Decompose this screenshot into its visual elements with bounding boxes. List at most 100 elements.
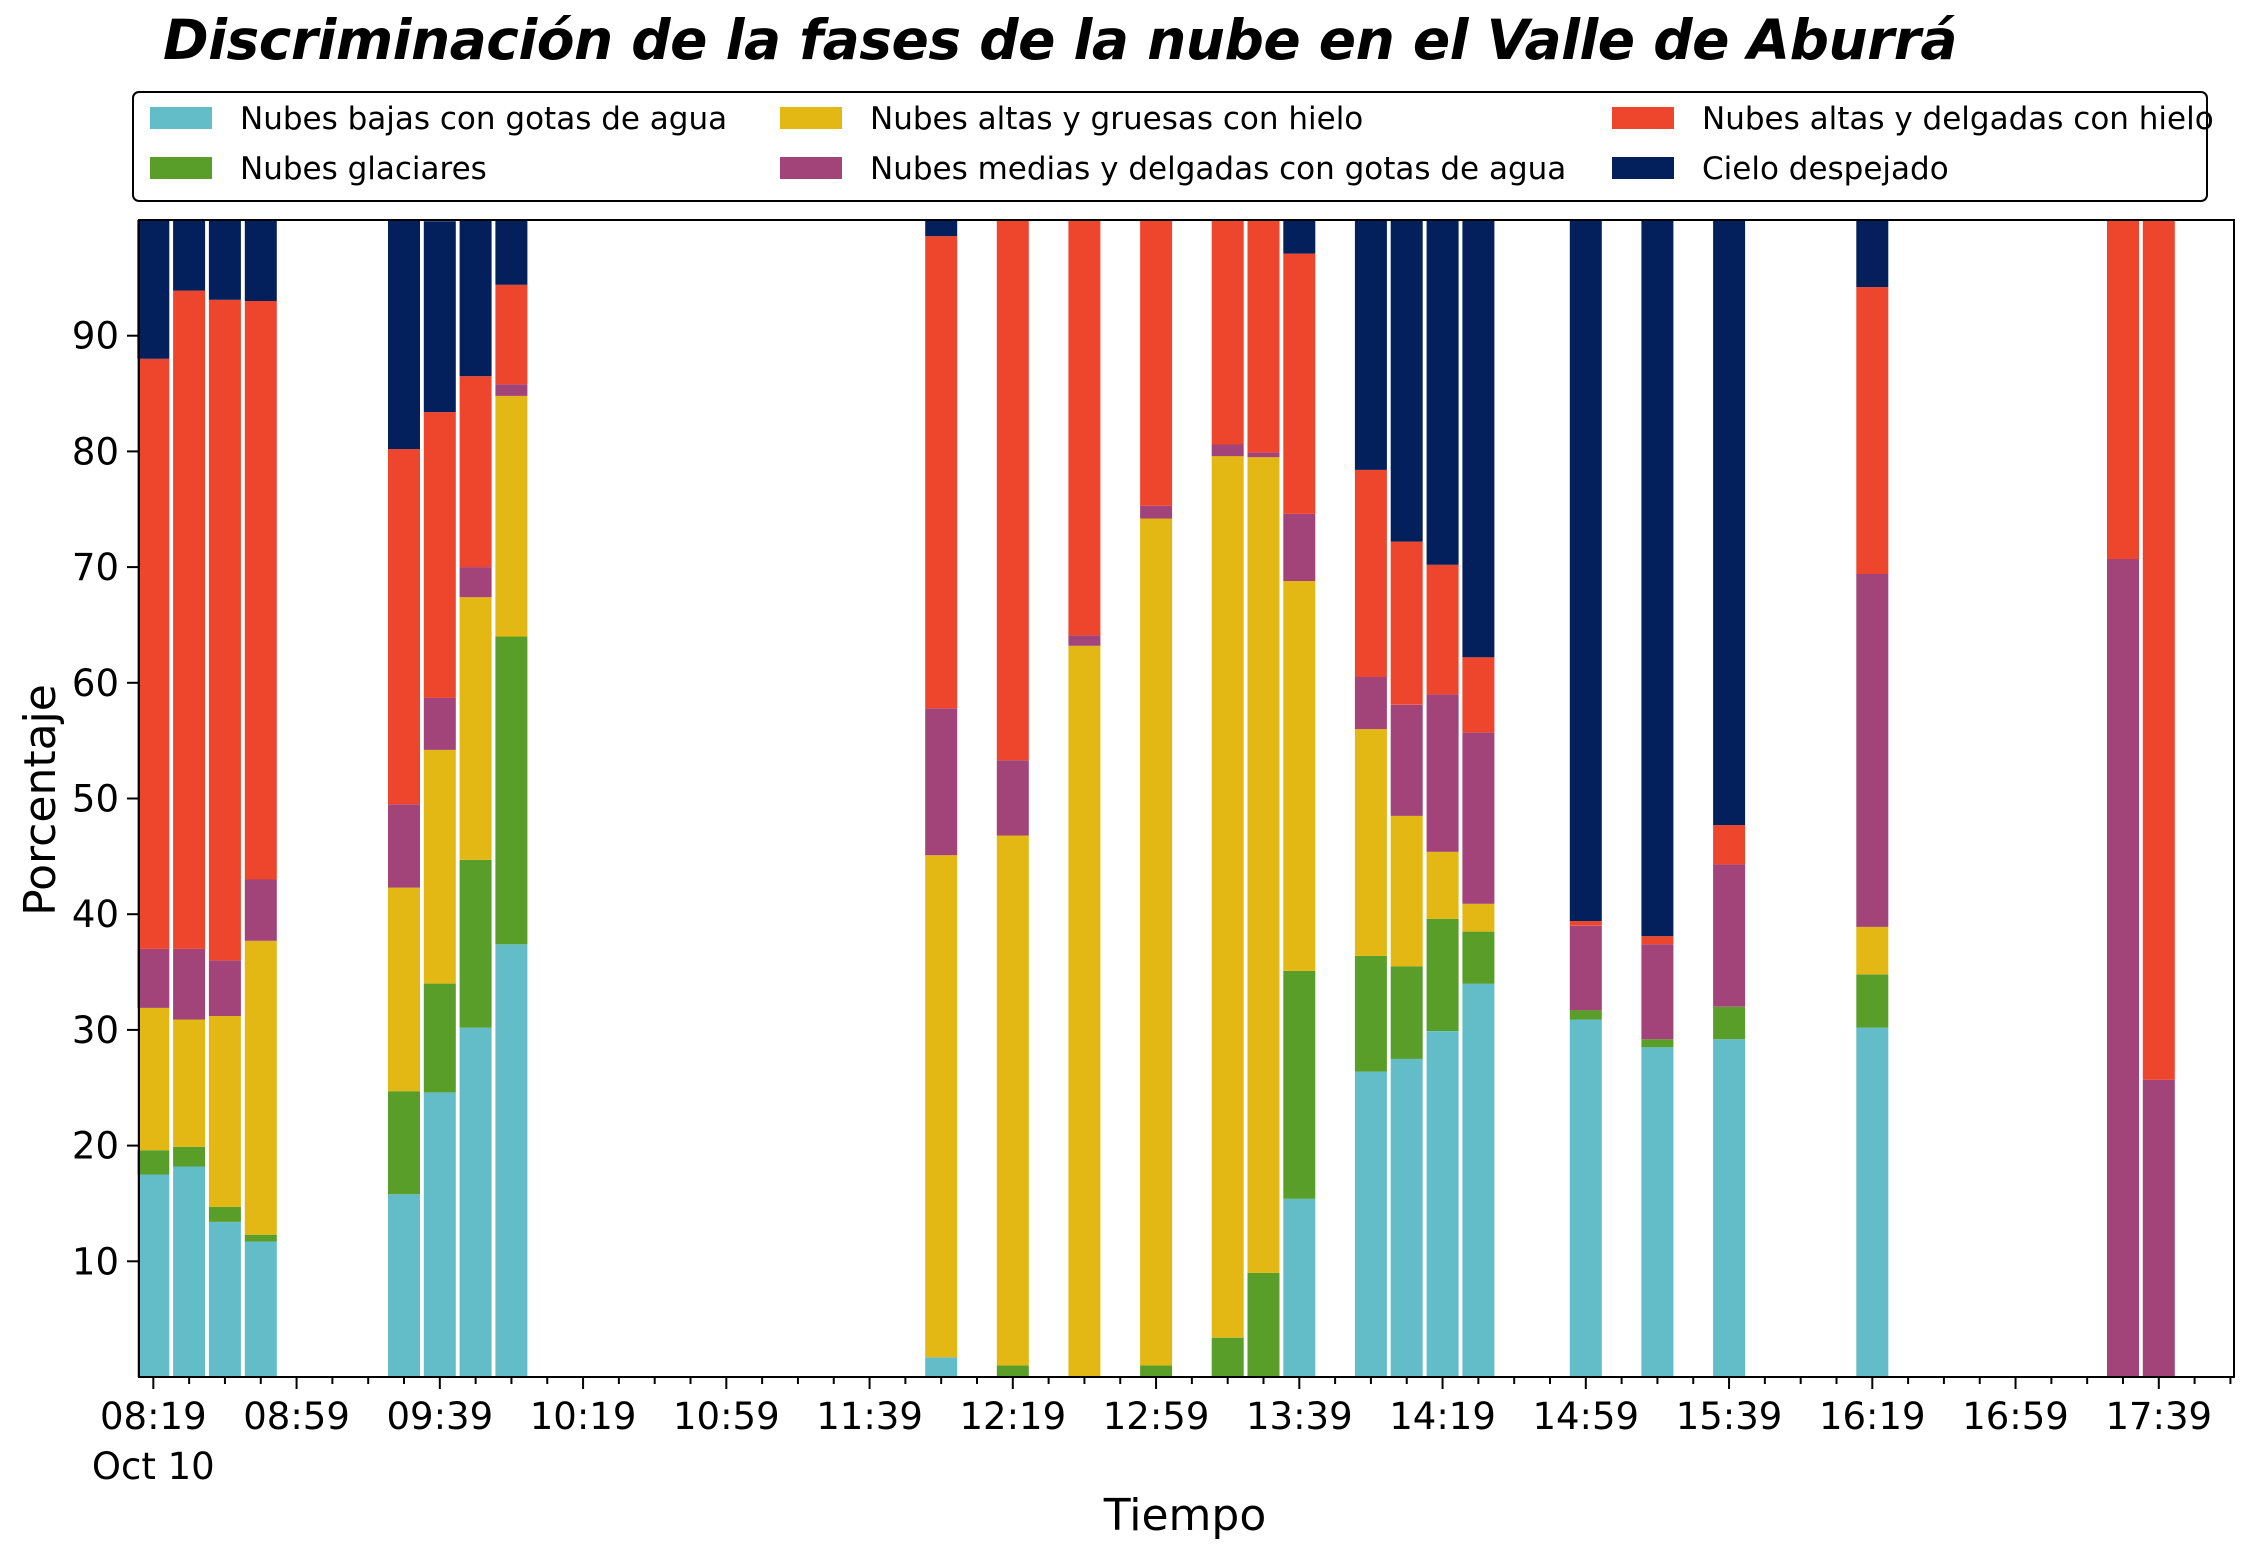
- bar-segment: [1462, 983, 1495, 1377]
- bar-segment: [1068, 635, 1101, 646]
- y-tick-label: 80: [72, 430, 119, 473]
- bar-segment: [208, 299, 241, 961]
- bar-segment: [1283, 253, 1316, 514]
- bar-segment: [137, 220, 170, 359]
- bar-segment: [495, 220, 528, 285]
- x-tick-label: 10:19: [530, 1395, 637, 1438]
- bar-segment: [1856, 926, 1889, 975]
- bar-segment: [1247, 220, 1280, 453]
- bar-segment: [1283, 581, 1316, 971]
- bar-segment: [1283, 970, 1316, 1199]
- bar-segment: [1641, 944, 1674, 1040]
- bar-segment: [1426, 564, 1459, 695]
- x-tick-label: 12:59: [1103, 1395, 1210, 1438]
- bar-segment: [495, 284, 528, 385]
- bar-segment: [173, 1146, 206, 1167]
- bar-segment: [1068, 645, 1101, 1377]
- bar-segment: [388, 220, 420, 450]
- y-tick-label: 10: [72, 1240, 119, 1283]
- bars: [137, 220, 2175, 1377]
- legend-label: Nubes altas y gruesas con hielo: [870, 101, 1363, 137]
- bar-segment: [423, 749, 456, 984]
- bar-segment: [459, 220, 492, 377]
- bar-segment: [1354, 220, 1387, 470]
- bar-segment: [459, 1027, 492, 1377]
- legend: Nubes bajas con gotas de agua Nubes glaci…: [132, 91, 2214, 202]
- bar-segment: [244, 879, 277, 941]
- y-tick-label: 60: [72, 662, 119, 705]
- bar-segment: [423, 412, 456, 698]
- bar-segment: [1390, 541, 1423, 705]
- bar-segment: [1140, 518, 1173, 1366]
- bar-segment: [423, 221, 456, 413]
- x-tick-label: 16:59: [1962, 1395, 2069, 1438]
- bar-segment: [388, 887, 420, 1092]
- bar-segment: [925, 1357, 958, 1377]
- bar-segment: [1140, 220, 1173, 506]
- bar-segment: [1462, 732, 1495, 904]
- x-tick-label: 16:19: [1819, 1395, 1926, 1438]
- bar-segment: [925, 708, 958, 856]
- y-tick-label: 20: [72, 1125, 119, 1168]
- bar-segment: [1390, 1058, 1423, 1377]
- bar-segment: [925, 855, 958, 1358]
- y-axis: 10 20 30 40 50 60 70 80 90: [72, 315, 139, 1283]
- y-axis-label: Porcentaje: [15, 684, 66, 916]
- x-tick-label: 10:59: [673, 1395, 780, 1438]
- bar-segment: [1856, 974, 1889, 1028]
- x-tick-label: 14:59: [1532, 1395, 1639, 1438]
- legend-frame: [132, 91, 2208, 202]
- legend-swatch: [780, 107, 842, 129]
- x-tick-label: 08:59: [243, 1395, 350, 1438]
- x-tick-label: 12:19: [959, 1395, 1066, 1438]
- bar-segment: [388, 449, 420, 805]
- bar-segment: [925, 236, 958, 709]
- bar-segment: [208, 960, 241, 1016]
- bar-segment: [2142, 1079, 2175, 1377]
- bar-segment: [388, 1091, 420, 1195]
- x-tick-label: 15:39: [1676, 1395, 1783, 1438]
- bar-segment: [1068, 220, 1101, 636]
- bar-segment: [1641, 220, 1674, 937]
- bar-segment: [1283, 220, 1316, 254]
- bar-segment: [2107, 559, 2139, 1377]
- bar-segment: [996, 220, 1029, 761]
- bar-segment: [1426, 1031, 1459, 1377]
- bar-segment: [137, 948, 170, 1008]
- bar-segment: [423, 1092, 456, 1377]
- bar-segment: [1283, 1198, 1316, 1377]
- bar-segment: [388, 1194, 420, 1377]
- bar-segment: [244, 1234, 277, 1242]
- bar-segment: [1354, 955, 1387, 1072]
- bar-segment: [1426, 851, 1459, 919]
- legend-swatch: [150, 157, 212, 179]
- bar-segment: [1713, 220, 1746, 826]
- bar-segment: [495, 944, 528, 1377]
- bar-segment: [1856, 220, 1889, 288]
- bar-segment: [996, 835, 1029, 1366]
- bar-segment: [173, 1019, 206, 1147]
- bar-segment: [1354, 1071, 1387, 1377]
- bar-segment: [137, 1150, 170, 1175]
- bar-segment: [1247, 452, 1280, 458]
- bar-segment: [925, 220, 958, 237]
- legend-label: Nubes medias y delgadas con gotas de agu…: [870, 151, 1566, 187]
- bar-segment: [459, 597, 492, 860]
- bar-segment: [1426, 918, 1459, 1031]
- x-axis: 08:19 Oct 10 08:59 09:39 10:19 10:59 11:39 12:1…: [92, 1377, 2232, 1488]
- bar-segment: [1390, 815, 1423, 967]
- bar-segment: [208, 1222, 241, 1377]
- bar-segment: [1856, 574, 1889, 927]
- bar-segment: [1462, 931, 1495, 984]
- bar-segment: [1426, 694, 1459, 852]
- y-tick-label: 50: [72, 778, 119, 821]
- y-tick-label: 70: [72, 546, 119, 589]
- bar-segment: [495, 384, 528, 396]
- bar-segment: [1713, 864, 1746, 1007]
- x-tick-label: 14:19: [1389, 1395, 1496, 1438]
- bar-segment: [1211, 220, 1244, 445]
- bar-segment: [244, 940, 277, 1235]
- legend-label: Nubes bajas con gotas de agua: [240, 101, 727, 137]
- bar-segment: [1569, 1010, 1602, 1020]
